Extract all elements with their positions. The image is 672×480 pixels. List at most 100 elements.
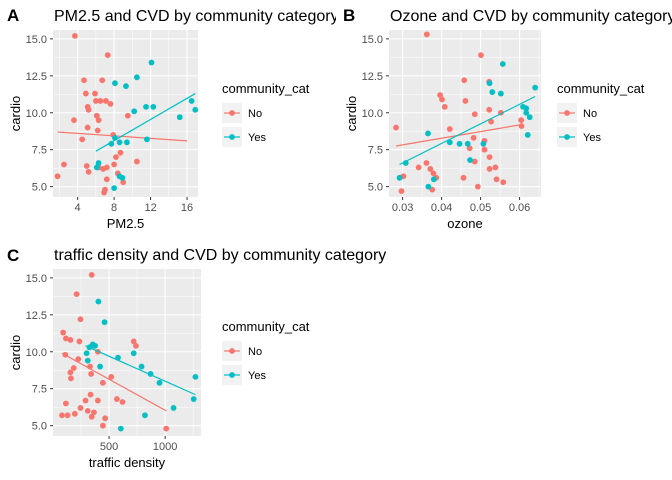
data-point-no xyxy=(460,174,467,181)
x-tick-label: 0.03 xyxy=(392,202,413,214)
data-point-no xyxy=(474,183,481,190)
data-point-yes xyxy=(119,174,126,181)
data-point-no xyxy=(461,77,468,84)
y-axis-title: cardio xyxy=(8,335,23,370)
x-tick-label: 0.04 xyxy=(431,202,452,214)
data-point-no xyxy=(163,425,170,432)
data-point-no xyxy=(107,100,114,107)
panel-title: PM2.5 and CVD by community category xyxy=(54,8,339,25)
legend-key-point xyxy=(229,134,235,140)
data-point-no xyxy=(493,176,500,183)
data-point-no xyxy=(471,158,478,165)
data-point-no xyxy=(91,409,97,416)
data-point-yes xyxy=(176,114,183,121)
data-point-no xyxy=(67,369,74,376)
y-tick-label: 7.5 xyxy=(32,145,47,157)
data-point-yes xyxy=(117,425,124,432)
y-tick-label: 7.5 xyxy=(368,145,383,157)
data-point-no xyxy=(83,163,90,169)
legend-label-yes: Yes xyxy=(248,370,266,382)
data-point-yes xyxy=(170,405,177,411)
data-point-yes xyxy=(123,83,129,90)
data-point-yes xyxy=(133,74,140,81)
trend-line-yes xyxy=(95,93,196,152)
data-point-yes xyxy=(83,350,90,357)
data-point-no xyxy=(54,173,61,180)
plot-background xyxy=(53,30,198,197)
data-point-yes xyxy=(396,174,403,181)
y-tick-label: 10.0 xyxy=(26,108,47,120)
data-point-no xyxy=(470,134,477,141)
data-point-yes xyxy=(101,319,108,326)
y-tick-label: 5.0 xyxy=(32,421,47,433)
data-point-no xyxy=(71,33,78,39)
data-point-no xyxy=(133,342,139,349)
data-point-no xyxy=(62,400,69,407)
data-point-no xyxy=(88,371,95,377)
data-point-no xyxy=(60,329,66,336)
data-point-yes xyxy=(131,108,138,115)
y-tick-label: 12.5 xyxy=(362,71,383,83)
data-point-yes xyxy=(192,373,199,380)
data-point-yes xyxy=(130,350,137,357)
legend-label-no: No xyxy=(583,108,597,120)
y-tick-label: 5.0 xyxy=(368,182,383,194)
panel-tag: B xyxy=(343,6,355,25)
data-point-no xyxy=(117,149,124,156)
panel-tag: C xyxy=(7,246,19,265)
data-point-no xyxy=(61,161,67,168)
data-point-no xyxy=(446,126,453,132)
y-axis-title: cardio xyxy=(344,96,359,131)
data-point-no xyxy=(81,77,87,84)
data-point-no xyxy=(82,397,89,404)
data-point-no xyxy=(79,136,86,143)
data-point-no xyxy=(393,124,399,131)
data-point-no xyxy=(486,166,493,172)
data-point-no xyxy=(481,146,488,153)
data-point-yes xyxy=(523,109,530,116)
data-point-no xyxy=(478,52,484,59)
data-point-yes xyxy=(425,183,432,190)
data-point-no xyxy=(77,316,84,323)
data-point-yes xyxy=(467,157,473,163)
panel-b: B Ozone and CVD by community category 5.… xyxy=(343,6,672,231)
panel-a: A PM2.5 and CVD by community category 5.… xyxy=(7,6,339,231)
data-point-no xyxy=(471,111,478,118)
legend-label-yes: Yes xyxy=(583,132,601,144)
data-point-no xyxy=(423,31,430,38)
x-axis-title: PM2.5 xyxy=(107,216,145,231)
x-tick-label: 500 xyxy=(100,441,118,453)
data-point-yes xyxy=(138,363,145,370)
panel-title: Ozone and CVD by community category xyxy=(390,8,672,25)
data-point-no xyxy=(97,98,104,104)
data-point-no xyxy=(95,117,102,124)
data-point-no xyxy=(62,335,69,342)
data-point-no xyxy=(92,98,99,104)
data-point-no xyxy=(88,413,95,420)
data-point-no xyxy=(93,112,100,119)
legend-title: community_cat xyxy=(222,81,310,96)
legend-title: community_cat xyxy=(222,319,310,334)
y-tick-label: 10.0 xyxy=(362,108,383,120)
data-point-yes xyxy=(156,379,163,386)
data-point-yes xyxy=(524,132,531,138)
data-point-no xyxy=(85,168,92,175)
data-point-no xyxy=(67,337,74,343)
data-point-no xyxy=(488,118,495,125)
data-point-no xyxy=(87,391,94,398)
panel-c: C traffic density and CVD by community c… xyxy=(7,246,386,470)
y-tick-label: 10.0 xyxy=(26,347,47,359)
data-point-no xyxy=(462,98,469,104)
legend-key-point xyxy=(564,110,570,116)
data-point-no xyxy=(114,396,120,402)
data-point-no xyxy=(113,154,119,160)
data-point-no xyxy=(415,164,422,171)
data-point-no xyxy=(120,179,127,186)
data-point-yes xyxy=(93,164,100,171)
data-point-no xyxy=(103,176,110,183)
x-axis-title: traffic density xyxy=(89,455,166,470)
data-point-yes xyxy=(190,396,197,402)
data-point-yes xyxy=(486,80,493,87)
data-point-yes xyxy=(143,103,149,110)
